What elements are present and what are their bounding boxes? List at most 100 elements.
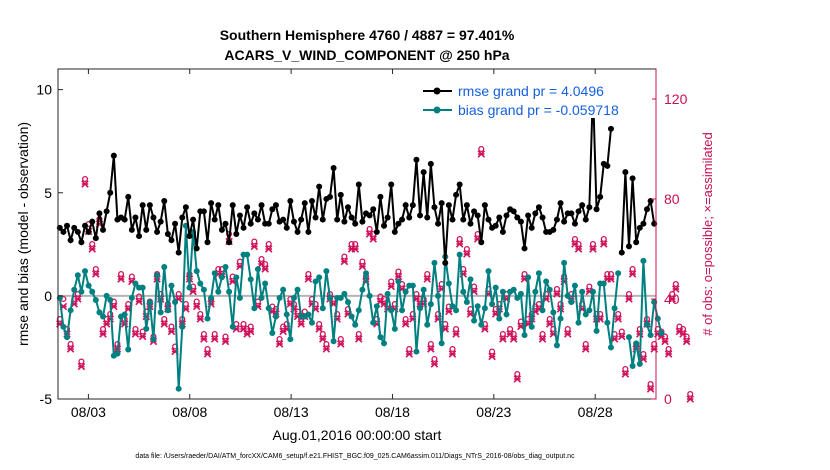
rmse-point xyxy=(280,216,287,223)
bias-point xyxy=(460,288,467,295)
rmse-point xyxy=(550,226,557,233)
bias-point xyxy=(474,303,481,310)
rmse-point xyxy=(352,220,359,227)
bias-point xyxy=(503,311,510,318)
y-axis-right-label: # of obs: o=possible; ×=assimilated xyxy=(700,132,715,335)
obs-assimilated-marker xyxy=(445,307,453,316)
rmse-point xyxy=(182,204,189,211)
rmse-point xyxy=(78,239,85,246)
rmse-point xyxy=(64,222,71,229)
obs-possible-marker xyxy=(651,340,658,348)
bias-point xyxy=(521,332,528,339)
bias-point xyxy=(535,270,542,277)
rmse-point xyxy=(593,206,600,213)
rmse-point xyxy=(406,214,413,221)
obs-assimilated-marker xyxy=(160,320,169,328)
rmse-point xyxy=(525,212,532,219)
rmse-point xyxy=(625,243,632,250)
obs-possible-marker xyxy=(355,330,362,338)
obs-possible-marker xyxy=(359,258,366,265)
x-tick-label: 08/18 xyxy=(375,404,410,420)
bias-point xyxy=(294,286,301,293)
rmse-point xyxy=(179,214,186,221)
bias-point xyxy=(564,292,571,299)
obs-possible-marker xyxy=(431,355,438,363)
bias-point xyxy=(308,319,315,326)
bias-point xyxy=(258,294,265,301)
obs-possible-marker xyxy=(625,290,633,298)
rmse-point xyxy=(463,202,470,209)
bias-point xyxy=(492,284,499,291)
obs-assimilated-marker xyxy=(513,375,522,383)
bias-point xyxy=(276,294,283,301)
obs-possible-marker xyxy=(337,335,344,343)
obs-assimilated-marker xyxy=(81,180,89,188)
rmse-point xyxy=(132,214,139,221)
bias-point xyxy=(341,290,348,297)
rmse-point xyxy=(337,191,344,198)
bias-point xyxy=(305,311,312,318)
obs-possible-marker xyxy=(341,253,348,260)
obs-assimilated-marker xyxy=(661,337,669,346)
bias-point xyxy=(575,319,582,326)
bias-point xyxy=(78,288,85,295)
rmse-point xyxy=(575,208,582,215)
obs-possible-marker xyxy=(618,328,625,335)
obs-assimilated-marker xyxy=(589,245,597,253)
rmse-point xyxy=(136,233,143,240)
y-axis-right: 0 40 80 120 xyxy=(651,69,688,407)
legend-box xyxy=(420,74,652,118)
bias-point xyxy=(222,264,229,270)
obs-assimilated-marker xyxy=(394,272,403,281)
obs-possible-marker xyxy=(334,310,341,318)
obs-possible-marker xyxy=(514,370,521,378)
obs-assimilated-marker xyxy=(221,337,230,346)
obs-possible-marker xyxy=(89,240,96,248)
obs-possible-marker xyxy=(128,273,135,280)
bias-point xyxy=(384,290,391,297)
obs-assimilated-marker xyxy=(423,275,432,283)
bias-point xyxy=(417,305,424,312)
x-tick-label: 08/23 xyxy=(476,404,511,420)
obs-possible-marker xyxy=(665,345,672,353)
bias-point xyxy=(146,299,153,306)
bias-point xyxy=(546,286,553,293)
rmse-point xyxy=(82,222,89,229)
rmse-point xyxy=(110,152,117,159)
bias-point xyxy=(420,286,427,293)
rmse-point xyxy=(618,249,625,256)
obs-possible-marker xyxy=(92,265,99,273)
rmse-point xyxy=(499,228,506,235)
rmse-point xyxy=(395,220,402,227)
obs-possible-marker xyxy=(463,245,470,253)
x-tick-label: 08/13 xyxy=(274,404,309,420)
rmse-point xyxy=(71,224,78,231)
obs-assimilated-marker xyxy=(679,330,687,338)
obs-possible-marker xyxy=(435,310,442,318)
plot-area xyxy=(58,69,656,399)
bias-point xyxy=(615,270,622,277)
bias-point xyxy=(244,251,251,258)
rmse-point xyxy=(633,239,640,246)
obs-assimilated-marker xyxy=(337,340,345,348)
rmse-point xyxy=(233,231,240,237)
rmse-point xyxy=(107,189,114,196)
y-tick-label-left: 0 xyxy=(44,288,52,304)
bias-point xyxy=(319,305,326,312)
bias-point xyxy=(467,276,474,283)
obs-assimilated-marker xyxy=(509,335,518,343)
obs-assimilated-marker xyxy=(250,242,259,251)
obs-possible-marker xyxy=(629,265,636,273)
rmse-point xyxy=(643,206,650,213)
legend-marker-bias xyxy=(433,106,441,114)
rmse-point xyxy=(607,125,614,132)
obs-assimilated-marker xyxy=(581,345,590,353)
obs-possible-marker xyxy=(687,390,694,398)
obs-assimilated-marker xyxy=(668,295,676,303)
rmse-point xyxy=(294,228,301,235)
bias-series xyxy=(56,222,665,392)
rmse-point xyxy=(319,216,326,223)
obs-assimilated-marker xyxy=(571,240,579,248)
obs-assimilated-marker xyxy=(618,332,626,341)
rmse-point xyxy=(492,222,499,229)
